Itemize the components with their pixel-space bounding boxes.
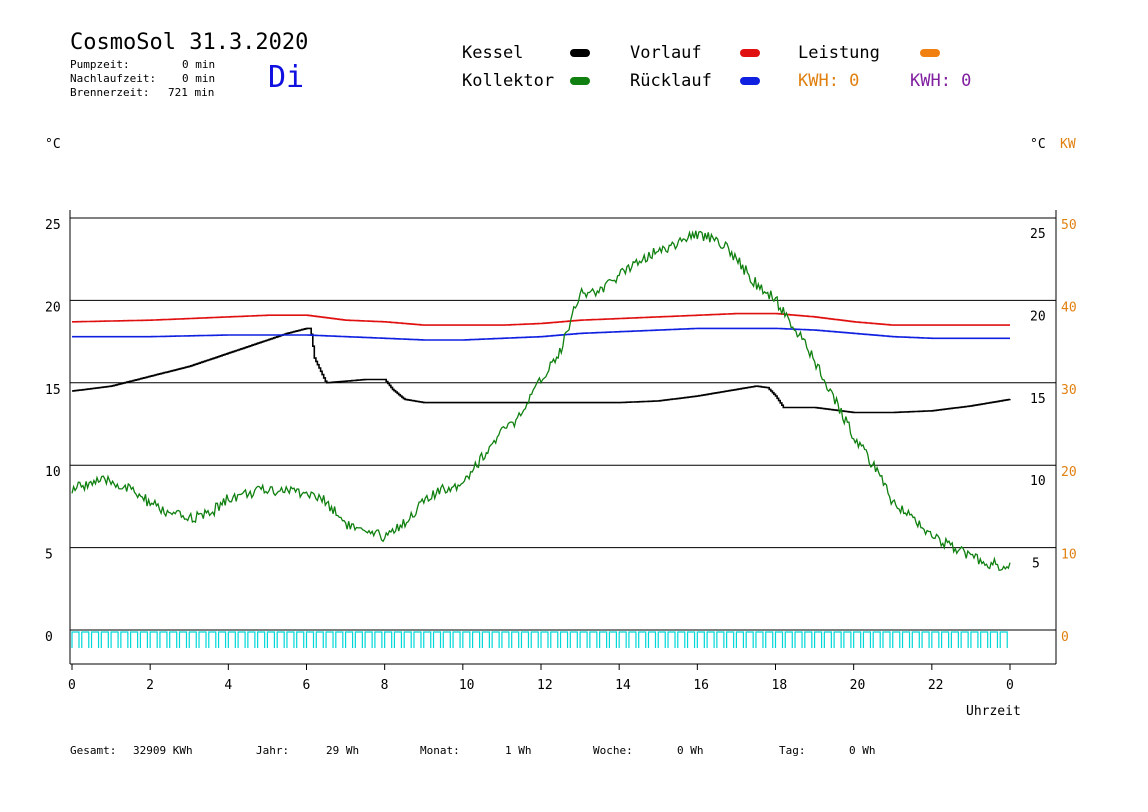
- left-tick-label: 0: [45, 630, 53, 645]
- right-tick-label-kw: 0: [1061, 630, 1069, 645]
- x-tick-label: 8: [381, 678, 389, 693]
- footer-monat-value: 1 Wh: [505, 744, 532, 757]
- legend-ruecklauf-swatch: [740, 77, 760, 85]
- left-tick-label: 25: [45, 218, 61, 233]
- footer-jahr-value: 29 Wh: [326, 744, 360, 757]
- right-axis-unit: °C: [1030, 137, 1046, 152]
- right-tick-label-c: 10: [1030, 474, 1046, 489]
- legend-kessel: Kessel: [462, 43, 524, 63]
- stat-brennerzeit-value: 721 min: [168, 86, 215, 99]
- legend-kessel-swatch: [570, 49, 590, 57]
- x-tick-label: 2: [146, 678, 154, 693]
- x-tick-label: 6: [303, 678, 311, 693]
- left-tick-label: 10: [45, 465, 61, 480]
- stat-pumpzeit-label: Pumpzeit:: [70, 58, 130, 71]
- stat-nachlaufzeit-label: Nachlaufzeit:: [70, 72, 157, 85]
- right-tick-label-c: 15: [1030, 392, 1046, 407]
- day-of-week: Di: [268, 60, 305, 95]
- series-kollektor: [71, 230, 1011, 572]
- right-tick-label-kw: 50: [1061, 218, 1077, 233]
- x-axis-label: Uhrzeit: [966, 704, 1021, 719]
- legend-leistung: Leistung: [798, 43, 880, 63]
- footer-woche-label: Woche:: [593, 744, 633, 757]
- footer-tag-value: 0 Wh: [849, 744, 876, 757]
- left-tick-label: 5: [45, 548, 53, 563]
- footer-woche-value: 0 Wh: [677, 744, 704, 757]
- x-tick-label: 0: [68, 678, 76, 693]
- x-tick-label: 10: [459, 678, 475, 693]
- series-leistung: [71, 631, 1008, 648]
- right-tick-label-c: 25: [1030, 227, 1046, 242]
- x-tick-label: 14: [615, 678, 631, 693]
- legend-ruecklauf: Rücklauf: [630, 71, 712, 91]
- right-tick-label-c: 20: [1030, 309, 1046, 324]
- x-tick-label: 22: [928, 678, 944, 693]
- stat-nachlaufzeit-value: 0 min: [182, 72, 216, 85]
- chart-title: CosmoSol 31.3.2020: [70, 30, 309, 55]
- series-vorlauf: [72, 312, 1010, 326]
- x-tick-label: 12: [537, 678, 553, 693]
- legend-kollektor: Kollektor: [462, 71, 555, 91]
- x-tick-label: 20: [850, 678, 866, 693]
- x-tick-label: 4: [224, 678, 232, 693]
- legend-kollektor-swatch: [570, 77, 590, 85]
- right-axis-unit-kw: KW: [1060, 137, 1076, 152]
- left-tick-label: 15: [45, 383, 61, 398]
- footer-jahr-label: Jahr:: [256, 744, 290, 757]
- series-ruecklauf: [72, 327, 1010, 341]
- right-tick-label-kw: 20: [1061, 465, 1077, 480]
- legend-leistung-swatch: [920, 49, 940, 57]
- right-tick-label-c: 5: [1032, 557, 1040, 572]
- footer-monat-label: Monat:: [420, 744, 460, 757]
- x-tick-label: 18: [772, 678, 788, 693]
- stat-pumpzeit-value: 0 min: [182, 58, 216, 71]
- legend-kwh-1: KWH: 0: [798, 71, 860, 91]
- left-tick-label: 20: [45, 300, 61, 315]
- right-tick-label-kw: 40: [1061, 300, 1077, 315]
- footer-tag-label: Tag:: [779, 744, 806, 757]
- footer-gesamt-label: Gesamt:: [70, 744, 117, 757]
- x-tick-label: 16: [693, 678, 709, 693]
- right-tick-label-kw: 30: [1061, 383, 1077, 398]
- legend-kwh-2: KWH: 0: [910, 71, 972, 91]
- right-tick-label-kw: 10: [1061, 548, 1077, 563]
- x-tick-label: 0: [1006, 678, 1014, 693]
- legend-vorlauf: Vorlauf: [630, 43, 702, 63]
- footer-gesamt-value: 32909 KWh: [133, 744, 193, 757]
- legend-vorlauf-swatch: [740, 49, 760, 57]
- left-axis-unit: °C: [45, 137, 61, 152]
- stat-brennerzeit-label: Brennerzeit:: [70, 86, 150, 99]
- series-kessel: [72, 327, 1011, 414]
